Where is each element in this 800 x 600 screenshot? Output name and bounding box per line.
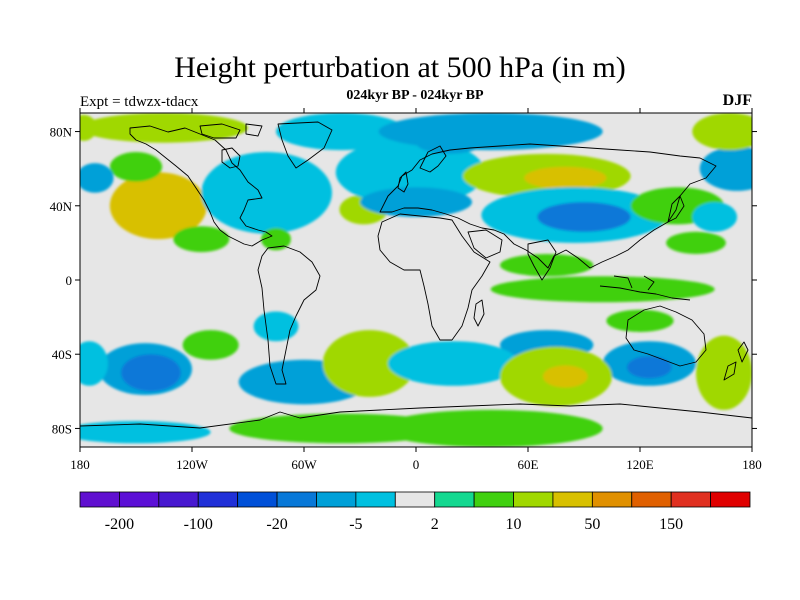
colorbar-label: 10 (506, 516, 522, 533)
x-tick-label: 180 (742, 457, 762, 472)
colorbar-label: 50 (584, 516, 600, 533)
perturbation-region (606, 309, 674, 332)
madagascar-coastline (473, 299, 485, 327)
perturbation-region (626, 356, 672, 379)
uk-coastline (397, 171, 409, 193)
colorbar-box (513, 491, 554, 508)
y-tick-label: 40S (52, 347, 72, 362)
australia-coastline (625, 305, 707, 367)
colorbar-box (473, 491, 514, 508)
perturbation-region (388, 341, 519, 386)
colorbar-box (670, 491, 711, 508)
perturbation-region (182, 330, 239, 360)
colorbar-box (79, 491, 120, 508)
perturbation-region (322, 330, 417, 397)
antarctica-coastline (80, 403, 752, 429)
perturbation-region (80, 341, 108, 386)
africa-coastline (377, 213, 491, 341)
colorbar-box (316, 491, 357, 508)
colorbar-box (197, 491, 239, 508)
perturbation-region (109, 172, 207, 240)
colorbar-box (276, 491, 317, 508)
coastlines (80, 121, 752, 429)
perturbation-region (490, 276, 715, 303)
colorbar-box (158, 491, 199, 508)
japan-coastline (667, 195, 685, 223)
greenland-coastline (277, 121, 333, 169)
y-tick-label: 80S (52, 421, 72, 436)
new-zealand-coastline (723, 341, 749, 381)
india-coastline (527, 239, 557, 281)
perturbation-region (524, 166, 607, 190)
perturbation-region (378, 113, 603, 151)
south-america-coastline (257, 245, 321, 385)
perturbation-region (121, 354, 181, 392)
perturbation-region (173, 226, 230, 253)
colorbar-label: -200 (105, 516, 134, 533)
colorbar-box (631, 491, 672, 508)
perturbation-region (201, 151, 332, 234)
colorbar-box (394, 491, 436, 508)
arabia-coastline (467, 229, 503, 259)
perturbation-region (699, 146, 752, 191)
colorbar-label: -20 (266, 516, 287, 533)
colorbar-label: -5 (349, 516, 362, 533)
colorbar: -200 -100 -20 -5 2 10 50 150 (79, 491, 751, 533)
y-tick-label: 80N (50, 125, 73, 140)
x-tick-label: 60W (291, 457, 317, 472)
figure-title: Height perturbation at 500 hPa (in m) (174, 51, 626, 84)
figure-subtitle: 024kyr BP - 024kyr BP (346, 88, 484, 103)
y-tick-label: 0 (66, 273, 73, 288)
x-tick-label: 120W (176, 457, 209, 472)
canadian-arctic-islands (199, 123, 263, 139)
colorbar-box (591, 491, 633, 508)
eurasia-coastline (379, 143, 717, 269)
perturbation-region (229, 413, 454, 444)
x-tick-label: 120E (626, 457, 654, 472)
north-america-coastline (129, 125, 273, 247)
map-axes: 180 120W 60W 0 60E 120E 180 80N 40N 0 40S 80S (50, 108, 762, 472)
colorbar-box (710, 491, 751, 508)
perturbation-region (692, 113, 752, 151)
experiment-label: Expt = tdwzx-tdacx (80, 94, 199, 110)
colorbar-label: -100 (184, 516, 213, 533)
perturbation-region (542, 365, 588, 388)
height-perturbation-field (80, 113, 752, 447)
x-tick-label: 60E (518, 457, 539, 472)
perturbation-region (696, 335, 752, 410)
perturbation-region (335, 138, 486, 206)
perturbation-region (692, 202, 738, 232)
colorbar-box (434, 491, 475, 508)
colorbar-box (552, 491, 593, 508)
perturbation-region (378, 409, 603, 447)
colorbar-box (119, 491, 160, 508)
perturbation-region (537, 202, 631, 232)
x-tick-label: 0 (413, 457, 420, 472)
season-label: DJF (722, 92, 752, 109)
perturbation-region (360, 187, 472, 217)
perturbation-region (666, 231, 726, 255)
colorbar-box (355, 491, 396, 508)
indonesia-coastline (599, 275, 691, 301)
colorbar-label: 150 (659, 516, 683, 533)
y-tick-label: 40N (50, 199, 73, 214)
perturbation-region (80, 163, 114, 193)
perturbation-region (500, 254, 594, 277)
hudson-bay-coastline (221, 147, 241, 169)
colorbar-label: 2 (431, 516, 439, 533)
x-tick-label: 180 (70, 457, 90, 472)
perturbation-region (109, 151, 163, 182)
scandinavia-coastline (419, 145, 447, 173)
colorbar-box (237, 491, 278, 508)
